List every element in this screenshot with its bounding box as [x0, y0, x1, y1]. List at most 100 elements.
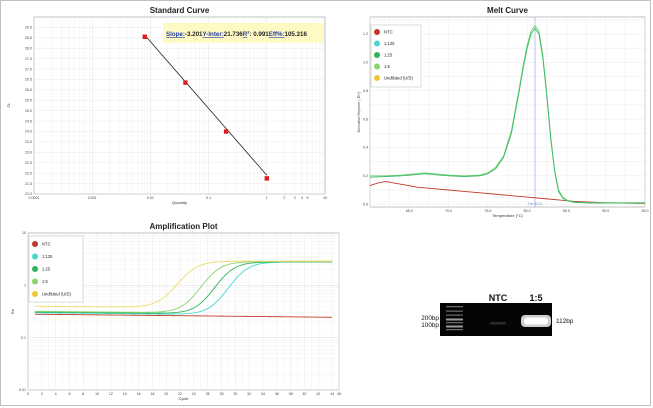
- legend-label: 1:5: [42, 279, 48, 284]
- x-tick-label: 24: [192, 392, 196, 396]
- y-tick-label: 22.0: [25, 171, 32, 175]
- x-tick-label: 0.1: [206, 196, 211, 200]
- y-tick-label: 26.5: [25, 78, 32, 82]
- x-tick-label: 40: [302, 392, 306, 396]
- x-tick-label: 95.0: [642, 209, 649, 213]
- x-tick-label: 8: [82, 392, 84, 396]
- legend-label: 1:25: [384, 53, 393, 58]
- legend-label: 1:25: [42, 267, 51, 272]
- standard-curve-chart: Standard Curve21.021.522.022.523.023.524…: [6, 6, 327, 205]
- y-tick-label: 27.0: [25, 67, 32, 71]
- y-tick-label: 28.5: [25, 36, 32, 40]
- legend-marker: [374, 52, 380, 58]
- x-tick-label: 1: [266, 196, 268, 200]
- legend-marker: [374, 29, 380, 35]
- legend-marker: [32, 278, 38, 285]
- legend-marker: [32, 291, 38, 297]
- y-tick-label: 23.5: [25, 140, 32, 144]
- x-tick-label: 30: [233, 392, 237, 396]
- legend-label: Undiluted (U/D): [384, 76, 413, 81]
- x-tick-label: 10: [95, 392, 99, 396]
- x-tick-label: 28: [220, 392, 224, 396]
- legend-marker: [32, 266, 38, 272]
- yinter-label: Y-Inter:: [202, 31, 223, 38]
- y-axis-label: Derivative Reporter (-Rn'): [357, 92, 361, 133]
- ladder-band: [446, 310, 463, 312]
- legend-marker: [32, 253, 38, 260]
- band-size-label: 112bp: [556, 318, 574, 325]
- data-point: [223, 129, 229, 134]
- chart-title: Standard Curve: [150, 6, 210, 15]
- x-tick-label: 0.0001: [29, 196, 40, 200]
- x-tick-label: 0.001: [88, 196, 97, 200]
- y-tick-label: 0.1: [21, 336, 26, 340]
- y-tick-label: 0.2: [363, 174, 368, 178]
- y-tick-label: 25.0: [25, 109, 32, 113]
- legend: NTC 1:125 1:25 1:5 Undiluted (U/D): [370, 24, 422, 88]
- x-tick-label: 3: [294, 196, 296, 200]
- x-tick-label: 65.0: [406, 209, 413, 213]
- y-tick-label: 1: [24, 284, 26, 288]
- ladder-band: [446, 314, 463, 316]
- x-tick-label: 4: [55, 392, 57, 396]
- legend-label: 1:125: [42, 254, 53, 259]
- x-tick-label: 90.0: [602, 209, 609, 213]
- chart-title: Melt Curve: [487, 6, 528, 15]
- tm-marker-label: Tm: 81.01: [528, 202, 543, 206]
- y-tick-label: 0.01: [19, 388, 26, 392]
- x-tick-label: 45: [337, 392, 341, 396]
- ladder-label-100bp: 100bp: [421, 322, 439, 329]
- x-tick-label: 12: [109, 392, 113, 396]
- y-tick-label: 29.0: [25, 26, 32, 30]
- chart-title: Amplification Plot: [150, 222, 218, 231]
- y-tick-label: 25.5: [25, 98, 32, 102]
- x-tick-label: 42: [316, 392, 320, 396]
- legend-marker: [374, 75, 380, 81]
- slope-label: Slope:: [166, 31, 185, 38]
- lane-label-1-5: 1:5: [529, 293, 542, 303]
- legend-label: Undiluted (U/D): [42, 292, 71, 297]
- y-tick-label: 23.0: [25, 151, 32, 155]
- x-tick-label: 36: [275, 392, 279, 396]
- x-axis-label: Temperature (°C): [492, 213, 523, 218]
- y-tick-label: 0.4: [363, 146, 368, 150]
- x-tick-label: 32: [247, 392, 251, 396]
- stats-text: Slope:-3.201Y-Inter:21.736R2: 0.991Eff%:…: [166, 30, 307, 39]
- y-tick-label: 1.0: [363, 61, 368, 65]
- r2-value: : 0.991: [249, 31, 269, 38]
- yinter-value: 21.736: [224, 31, 243, 38]
- x-tick-label: 75.0: [484, 209, 491, 213]
- ladder-label-200bp: 200bp: [421, 315, 439, 322]
- ladder-band: [446, 306, 463, 308]
- stats-background: [163, 23, 324, 43]
- x-tick-label: 44: [330, 392, 334, 396]
- x-tick-label: 22: [178, 392, 182, 396]
- series-line-undiluted-u-d-: [34, 260, 333, 308]
- ladder-band: [446, 318, 463, 321]
- legend-label: 1:5: [384, 64, 390, 69]
- x-tick-label: 0.01: [147, 196, 154, 200]
- x-tick-label: 26: [206, 392, 210, 396]
- eff-value: 105.316: [285, 31, 308, 38]
- x-tick-label: 80.0: [524, 209, 531, 213]
- ntc-lane-smear: [490, 322, 506, 325]
- data-point: [142, 34, 147, 39]
- x-tick-label: 5: [306, 196, 308, 200]
- y-tick-label: 10: [22, 231, 26, 235]
- series-line-1-25: [369, 27, 645, 204]
- y-tick-label: 21.0: [25, 192, 32, 196]
- y-tick-label: 21.5: [25, 182, 32, 186]
- x-axis-label: Quantity: [172, 200, 187, 205]
- legend: NTC 1:125 1:25 1:5 Undiluted (U/D): [28, 235, 84, 303]
- x-tick-label: 2: [41, 392, 43, 396]
- x-tick-label: 14: [123, 392, 127, 396]
- legend-label: 1:125: [384, 41, 395, 46]
- ladder-band: [446, 322, 463, 324]
- product-band: [524, 317, 548, 325]
- x-tick-label: 34: [261, 392, 265, 396]
- y-axis-label: Rn: [10, 309, 15, 314]
- fit-line: [144, 34, 268, 176]
- legend-marker: [32, 241, 38, 247]
